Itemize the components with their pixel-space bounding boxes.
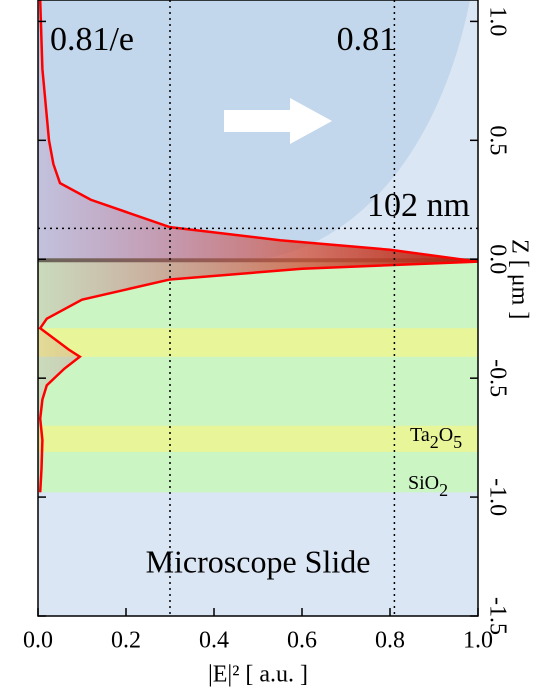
y-tick-label: -1.5 [484, 597, 510, 635]
x-tick-label: 0.0 [23, 628, 53, 654]
x-tick-label: 0.4 [199, 628, 229, 654]
x-axis-label: |E|² [ a.u. ] [208, 662, 308, 688]
layer-label-part: 5 [453, 432, 462, 452]
y-tick-label: 1.0 [484, 6, 510, 36]
y-tick-label: 0.5 [484, 125, 510, 155]
vline-label: 0.81/e [50, 21, 134, 58]
layer-label-part: 2 [430, 432, 439, 452]
layer-label-part: SiO [408, 472, 439, 494]
layer-label-part: O [439, 424, 453, 446]
y-axis-label: Z [ μm ] [506, 239, 532, 319]
x-tick-label: 0.6 [287, 628, 317, 654]
x-tick-label: 0.8 [375, 628, 405, 654]
y-tick-label: -1.0 [484, 478, 510, 516]
layer-label-part: Ta [410, 424, 430, 446]
slide-label: Microscope Slide [146, 543, 371, 579]
hline-label: 102 nm [367, 187, 470, 224]
layer-label-part: 2 [439, 480, 448, 500]
ta2o5-band [38, 328, 478, 357]
x-tick-label: 0.2 [111, 628, 141, 654]
vline-label: 0.81 [337, 21, 397, 58]
chart: 0.81/e0.81102 nmTa2O5SiO2Microscope Slid… [0, 0, 541, 696]
y-tick-label: -0.5 [484, 359, 510, 397]
